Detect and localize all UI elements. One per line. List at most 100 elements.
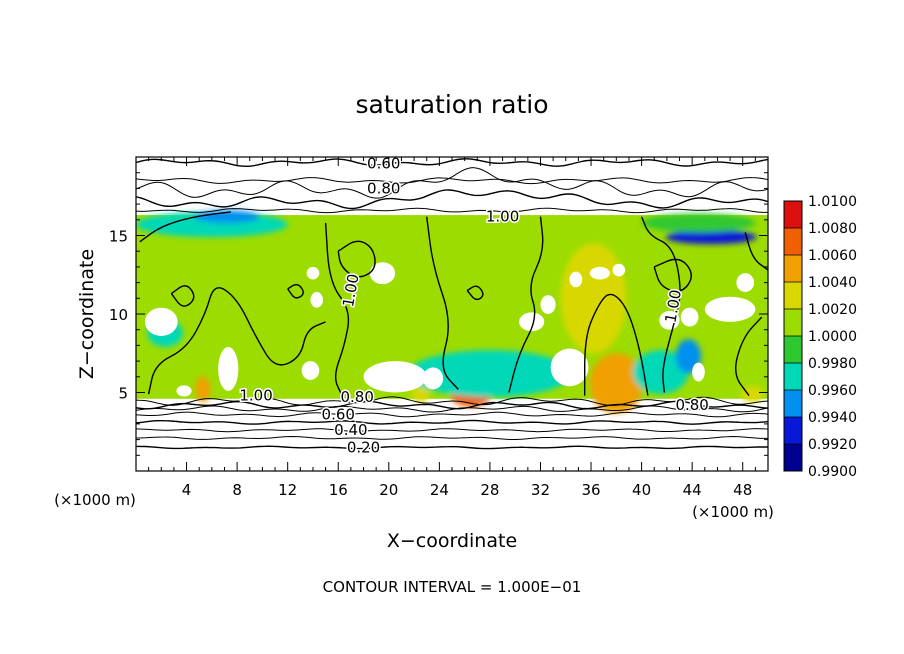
field-region-4 bbox=[411, 386, 430, 402]
contour-1-00-closed-3 bbox=[466, 285, 484, 301]
colorbar-label-7: 0.9960 bbox=[808, 383, 857, 399]
x-tick-label-9: 40 bbox=[632, 481, 651, 499]
contour-1-00-2 bbox=[426, 216, 459, 390]
x-tick-label-7: 32 bbox=[531, 481, 550, 499]
field-region-7 bbox=[407, 350, 573, 398]
contour-1-00-0 bbox=[139, 211, 231, 243]
contour-label-6: 0.80 bbox=[340, 388, 373, 406]
unsaturated-patch-8 bbox=[518, 312, 545, 332]
contour-level-2 bbox=[136, 167, 768, 199]
contour-1-00-3 bbox=[508, 216, 544, 393]
contour-level-11 bbox=[136, 435, 768, 441]
unsaturated-patch-3 bbox=[310, 292, 324, 308]
field-region-12 bbox=[641, 213, 756, 233]
contour-label-1: 0.80 bbox=[367, 179, 400, 197]
colorbar-label-10: 0.9900 bbox=[808, 464, 857, 480]
colorbar-label-6: 0.9980 bbox=[808, 356, 857, 372]
unsaturated-patch-13 bbox=[612, 263, 626, 277]
contour-labels: 0.600.801.001.00 1.001.00 0.80 0.800.600.40… bbox=[238, 153, 710, 458]
contour-level-3 bbox=[136, 189, 768, 210]
contour-1-00-closed-4 bbox=[287, 283, 304, 299]
contour-level-12 bbox=[136, 445, 768, 450]
contour-level-7 bbox=[136, 405, 768, 413]
contour-1-00-7 bbox=[735, 316, 763, 397]
contour-label-9: 0.40 bbox=[334, 421, 367, 439]
colorbar-swatch-2 bbox=[784, 255, 802, 282]
unsaturated-patch-15 bbox=[680, 307, 699, 327]
contour-1-00-closed-0 bbox=[337, 240, 376, 278]
x-tick-label-2: 12 bbox=[278, 481, 297, 499]
y-tick-label-2: 15 bbox=[109, 228, 128, 246]
contour-label-5: 1.00 bbox=[239, 387, 272, 405]
contour-level-6 bbox=[136, 400, 768, 410]
field-region-5 bbox=[741, 386, 765, 402]
colorbar-swatch-8 bbox=[784, 417, 802, 444]
colorbar-swatch-5 bbox=[784, 336, 802, 363]
unsaturated-patch-9 bbox=[540, 295, 556, 314]
unsaturated-patch-1 bbox=[218, 346, 239, 391]
colorbar-swatch-1 bbox=[784, 228, 802, 255]
contour-lines bbox=[136, 158, 768, 450]
contour-level-9 bbox=[136, 419, 768, 425]
unsaturated-patch-19 bbox=[176, 385, 192, 397]
unsaturated-patch-2 bbox=[301, 361, 320, 380]
contour-label-8: 0.60 bbox=[322, 405, 355, 423]
contour-level-4 bbox=[136, 207, 768, 214]
contour-1-00-1 bbox=[324, 222, 350, 396]
field-colors bbox=[136, 210, 768, 413]
colorbar: 1.0100 1.0080 1.0060 1.0040 1.0020 1.0000 0.99… bbox=[783, 194, 857, 480]
contour-label-10: 0.20 bbox=[347, 438, 380, 456]
contour-1-00-closed-1 bbox=[653, 258, 692, 292]
chart-title: saturation ratio bbox=[355, 90, 548, 119]
colorbar-swatch-9 bbox=[784, 444, 802, 471]
y-axis-ticks: 5 10 15 bbox=[109, 172, 768, 456]
colorbar-swatch-3 bbox=[784, 282, 802, 309]
colorbar-label-4: 1.0020 bbox=[808, 302, 857, 318]
contour-1-00-8 bbox=[744, 232, 768, 271]
x-axis-label: X−coordinate bbox=[387, 530, 517, 552]
y-tick-label-0: 5 bbox=[118, 385, 128, 403]
contour-interval-note: CONTOUR INTERVAL = 1.000E−01 bbox=[323, 578, 582, 596]
unsaturated-patch-18 bbox=[736, 273, 755, 293]
field-region-10 bbox=[194, 210, 260, 223]
x-unit-right: (×1000 m) bbox=[692, 503, 774, 521]
saturation-field bbox=[136, 210, 768, 413]
unsaturated-patch-12 bbox=[589, 266, 610, 280]
x-unit-left: (×1000 m) bbox=[54, 491, 136, 509]
colorbar-label-1: 1.0080 bbox=[808, 221, 857, 237]
contour-1-00-6 bbox=[640, 216, 681, 393]
contour-label-0: 0.60 bbox=[367, 154, 400, 172]
unsaturated-patch-16 bbox=[692, 362, 705, 382]
unsaturated-patches bbox=[144, 262, 756, 397]
field-region-11 bbox=[665, 230, 757, 245]
unsaturated-patch-17 bbox=[704, 296, 756, 322]
unsaturated-patch-14 bbox=[659, 310, 680, 330]
contour-level-1 bbox=[136, 177, 768, 185]
x-tick-label-8: 36 bbox=[581, 481, 600, 499]
x-tick-label-1: 8 bbox=[232, 481, 242, 499]
colorbar-label-5: 1.0000 bbox=[808, 329, 857, 345]
x-tick-label-5: 24 bbox=[430, 481, 449, 499]
colorbar-label-9: 0.9920 bbox=[808, 437, 857, 453]
unsaturated-patch-6 bbox=[369, 262, 396, 285]
colorbar-label-8: 0.9940 bbox=[808, 410, 857, 426]
x-tick-label-4: 20 bbox=[379, 481, 398, 499]
contour-level-0 bbox=[136, 158, 768, 168]
contour-1-00-5 bbox=[584, 293, 649, 396]
y-axis-label: Z−coordinate bbox=[76, 249, 98, 379]
unsaturated-patch-10 bbox=[550, 348, 589, 387]
colorbar-swatch-7 bbox=[784, 390, 802, 417]
unsaturated-patch-0 bbox=[144, 307, 178, 336]
contour-1-00-closed-2 bbox=[170, 285, 195, 307]
colorbar-swatch-0 bbox=[784, 201, 802, 228]
colorbar-swatch-6 bbox=[784, 363, 802, 390]
unsaturated-patch-4 bbox=[306, 266, 320, 280]
contour-level-8 bbox=[136, 411, 768, 418]
colorbar-swatch-4 bbox=[784, 309, 802, 336]
unsaturated-patch-7 bbox=[422, 367, 444, 390]
y-tick-label-1: 10 bbox=[109, 306, 128, 324]
x-tick-label-11: 48 bbox=[733, 481, 752, 499]
x-axis-ticks: 4 8 12 16 20 24 28 32 36 40 44 48 bbox=[148, 157, 756, 499]
colorbar-label-0: 1.0100 bbox=[808, 194, 857, 210]
